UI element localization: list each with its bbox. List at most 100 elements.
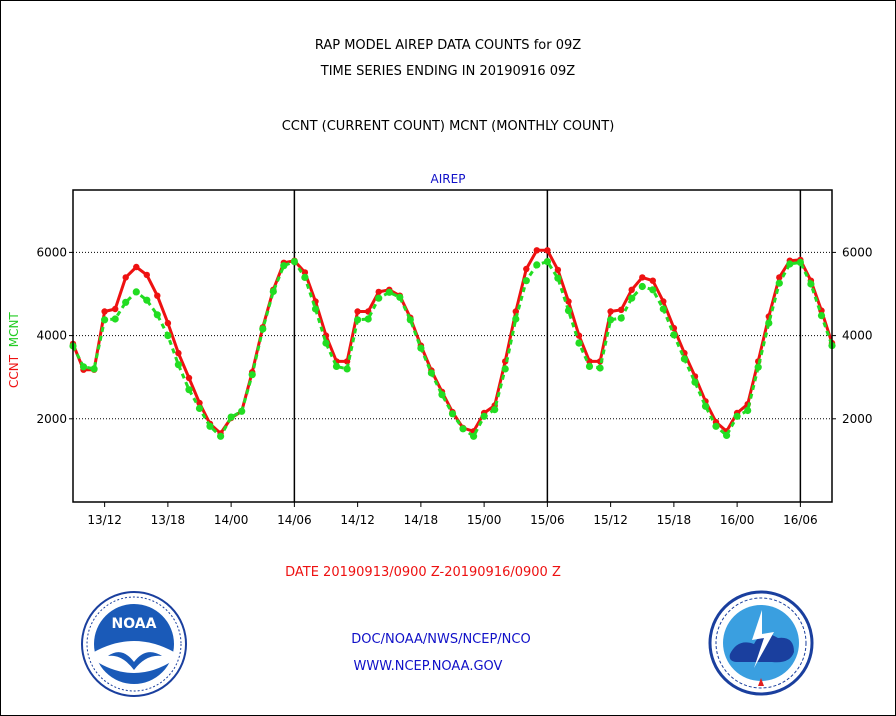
mcnt-point bbox=[448, 410, 457, 418]
ccnt-point bbox=[122, 274, 129, 281]
mcnt-point bbox=[248, 371, 256, 379]
mcnt-point bbox=[585, 362, 594, 370]
mcnt-point bbox=[259, 325, 267, 333]
mcnt-point bbox=[470, 432, 478, 440]
ccnt-point bbox=[639, 274, 646, 281]
mcnt-point bbox=[575, 339, 583, 347]
mcnt-point bbox=[670, 331, 678, 339]
mcnt-point bbox=[111, 315, 119, 323]
ccnt-point bbox=[143, 271, 150, 279]
panel-label: AIREP bbox=[430, 172, 466, 186]
mcnt-point bbox=[491, 406, 499, 414]
mcnt-point bbox=[701, 402, 710, 410]
mcnt-point bbox=[364, 315, 372, 323]
mcnt-point bbox=[164, 332, 172, 340]
mcnt-point bbox=[206, 422, 214, 430]
ccnt-point bbox=[154, 292, 161, 299]
mcnt-point bbox=[332, 362, 341, 370]
chart-title-line2: TIME SERIES ENDING IN 20190916 09Z bbox=[320, 64, 576, 79]
mcnt-point bbox=[375, 294, 383, 302]
noaa-logo: NOAA bbox=[81, 591, 187, 697]
y-tick-label-right: 2000 bbox=[842, 412, 873, 426]
x-tick-label: 16/06 bbox=[783, 513, 818, 527]
y-tick-label-left: 2000 bbox=[36, 412, 67, 426]
mcnt-point bbox=[385, 288, 393, 296]
mcnt-point bbox=[744, 406, 752, 415]
mcnt-point bbox=[174, 361, 182, 369]
x-tick-label: 14/12 bbox=[340, 513, 375, 527]
mcnt-point bbox=[796, 258, 805, 266]
mcnt-point bbox=[217, 432, 225, 440]
x-tick-label: 15/18 bbox=[657, 513, 692, 527]
mcnt-point bbox=[596, 364, 604, 372]
series-layer bbox=[69, 247, 836, 440]
mcnt-point bbox=[680, 355, 689, 363]
ccnt-point bbox=[554, 266, 562, 274]
mcnt-point bbox=[512, 315, 520, 323]
x-tick-label: 15/12 bbox=[593, 513, 628, 527]
mcnt-point bbox=[280, 262, 288, 270]
plot-area-border bbox=[72, 189, 833, 503]
svg-text:NOAA: NOAA bbox=[112, 616, 157, 632]
ccnt-point bbox=[185, 374, 193, 382]
mcnt-point bbox=[459, 425, 467, 433]
chart-subtitle: CCNT (CURRENT COUNT) MCNT (MONTHLY COUNT… bbox=[281, 119, 615, 134]
date-range-label: DATE 20190913/0900 Z-20190916/0900 Z bbox=[285, 565, 561, 580]
mcnt-point bbox=[480, 412, 488, 420]
credit-line-1: DOC/NOAA/NWS/NCEP/NCO bbox=[351, 632, 531, 647]
mcnt-point bbox=[101, 316, 109, 324]
mcnt-point bbox=[290, 258, 298, 266]
mcnt-point bbox=[712, 422, 720, 430]
mcnt-point bbox=[396, 293, 404, 301]
mcnt-point bbox=[607, 316, 615, 324]
mcnt-point bbox=[438, 391, 446, 399]
x-tick-label: 14/00 bbox=[214, 513, 249, 527]
mcnt-point bbox=[354, 316, 362, 324]
ccnt-point bbox=[533, 247, 540, 254]
ccnt-point bbox=[544, 247, 551, 254]
mcnt-point bbox=[79, 363, 88, 371]
mcnt-point bbox=[533, 261, 541, 269]
mcnt-point bbox=[143, 296, 151, 304]
mcnt-point bbox=[501, 365, 509, 373]
ccnt-point bbox=[101, 308, 108, 315]
ccnt-point bbox=[628, 286, 635, 293]
x-tick-label: 13/12 bbox=[87, 513, 122, 527]
ccnt-point bbox=[618, 306, 625, 313]
ccnt-point bbox=[196, 399, 203, 407]
mcnt-point bbox=[406, 316, 414, 324]
ccnt-point bbox=[112, 305, 119, 313]
ccnt-point bbox=[607, 308, 614, 315]
ccnt-point bbox=[565, 298, 572, 305]
nws-logo bbox=[708, 590, 814, 696]
y-tick-label-left: 4000 bbox=[36, 329, 67, 343]
ccnt-point bbox=[164, 319, 172, 327]
mcnt-point bbox=[638, 282, 646, 291]
y-tick-label-left: 6000 bbox=[36, 245, 67, 259]
ccnt-point bbox=[649, 277, 656, 284]
ccnt-point bbox=[375, 288, 382, 296]
x-tick-label: 15/00 bbox=[467, 513, 502, 527]
mcnt-point bbox=[554, 274, 562, 282]
ccnt-point bbox=[776, 274, 783, 281]
mcnt-point bbox=[628, 294, 636, 302]
mcnt-point bbox=[659, 305, 667, 313]
mcnt-point bbox=[564, 307, 573, 315]
mcnt-point bbox=[343, 365, 351, 373]
credit-url[interactable]: WWW.NCEP.NOAA.GOV bbox=[353, 659, 503, 674]
mcnt-point bbox=[322, 339, 330, 347]
mcnt-point bbox=[617, 314, 625, 322]
mcnt-point bbox=[817, 312, 826, 320]
x-tick-label: 16/00 bbox=[720, 513, 755, 527]
axis-layer: 2000 2000 4000 4000 6000 6000 13/12 13/18 14/00 1… bbox=[36, 189, 873, 527]
mcnt-point bbox=[723, 431, 731, 439]
mcnt-point bbox=[153, 311, 161, 319]
mcnt-point bbox=[733, 412, 741, 420]
mcnt-point bbox=[427, 369, 435, 377]
mcnt-point bbox=[775, 279, 783, 287]
mcnt-point bbox=[691, 378, 699, 386]
mcnt-point bbox=[311, 305, 320, 313]
ccnt-point bbox=[133, 263, 140, 271]
mcnt-point bbox=[786, 260, 794, 268]
